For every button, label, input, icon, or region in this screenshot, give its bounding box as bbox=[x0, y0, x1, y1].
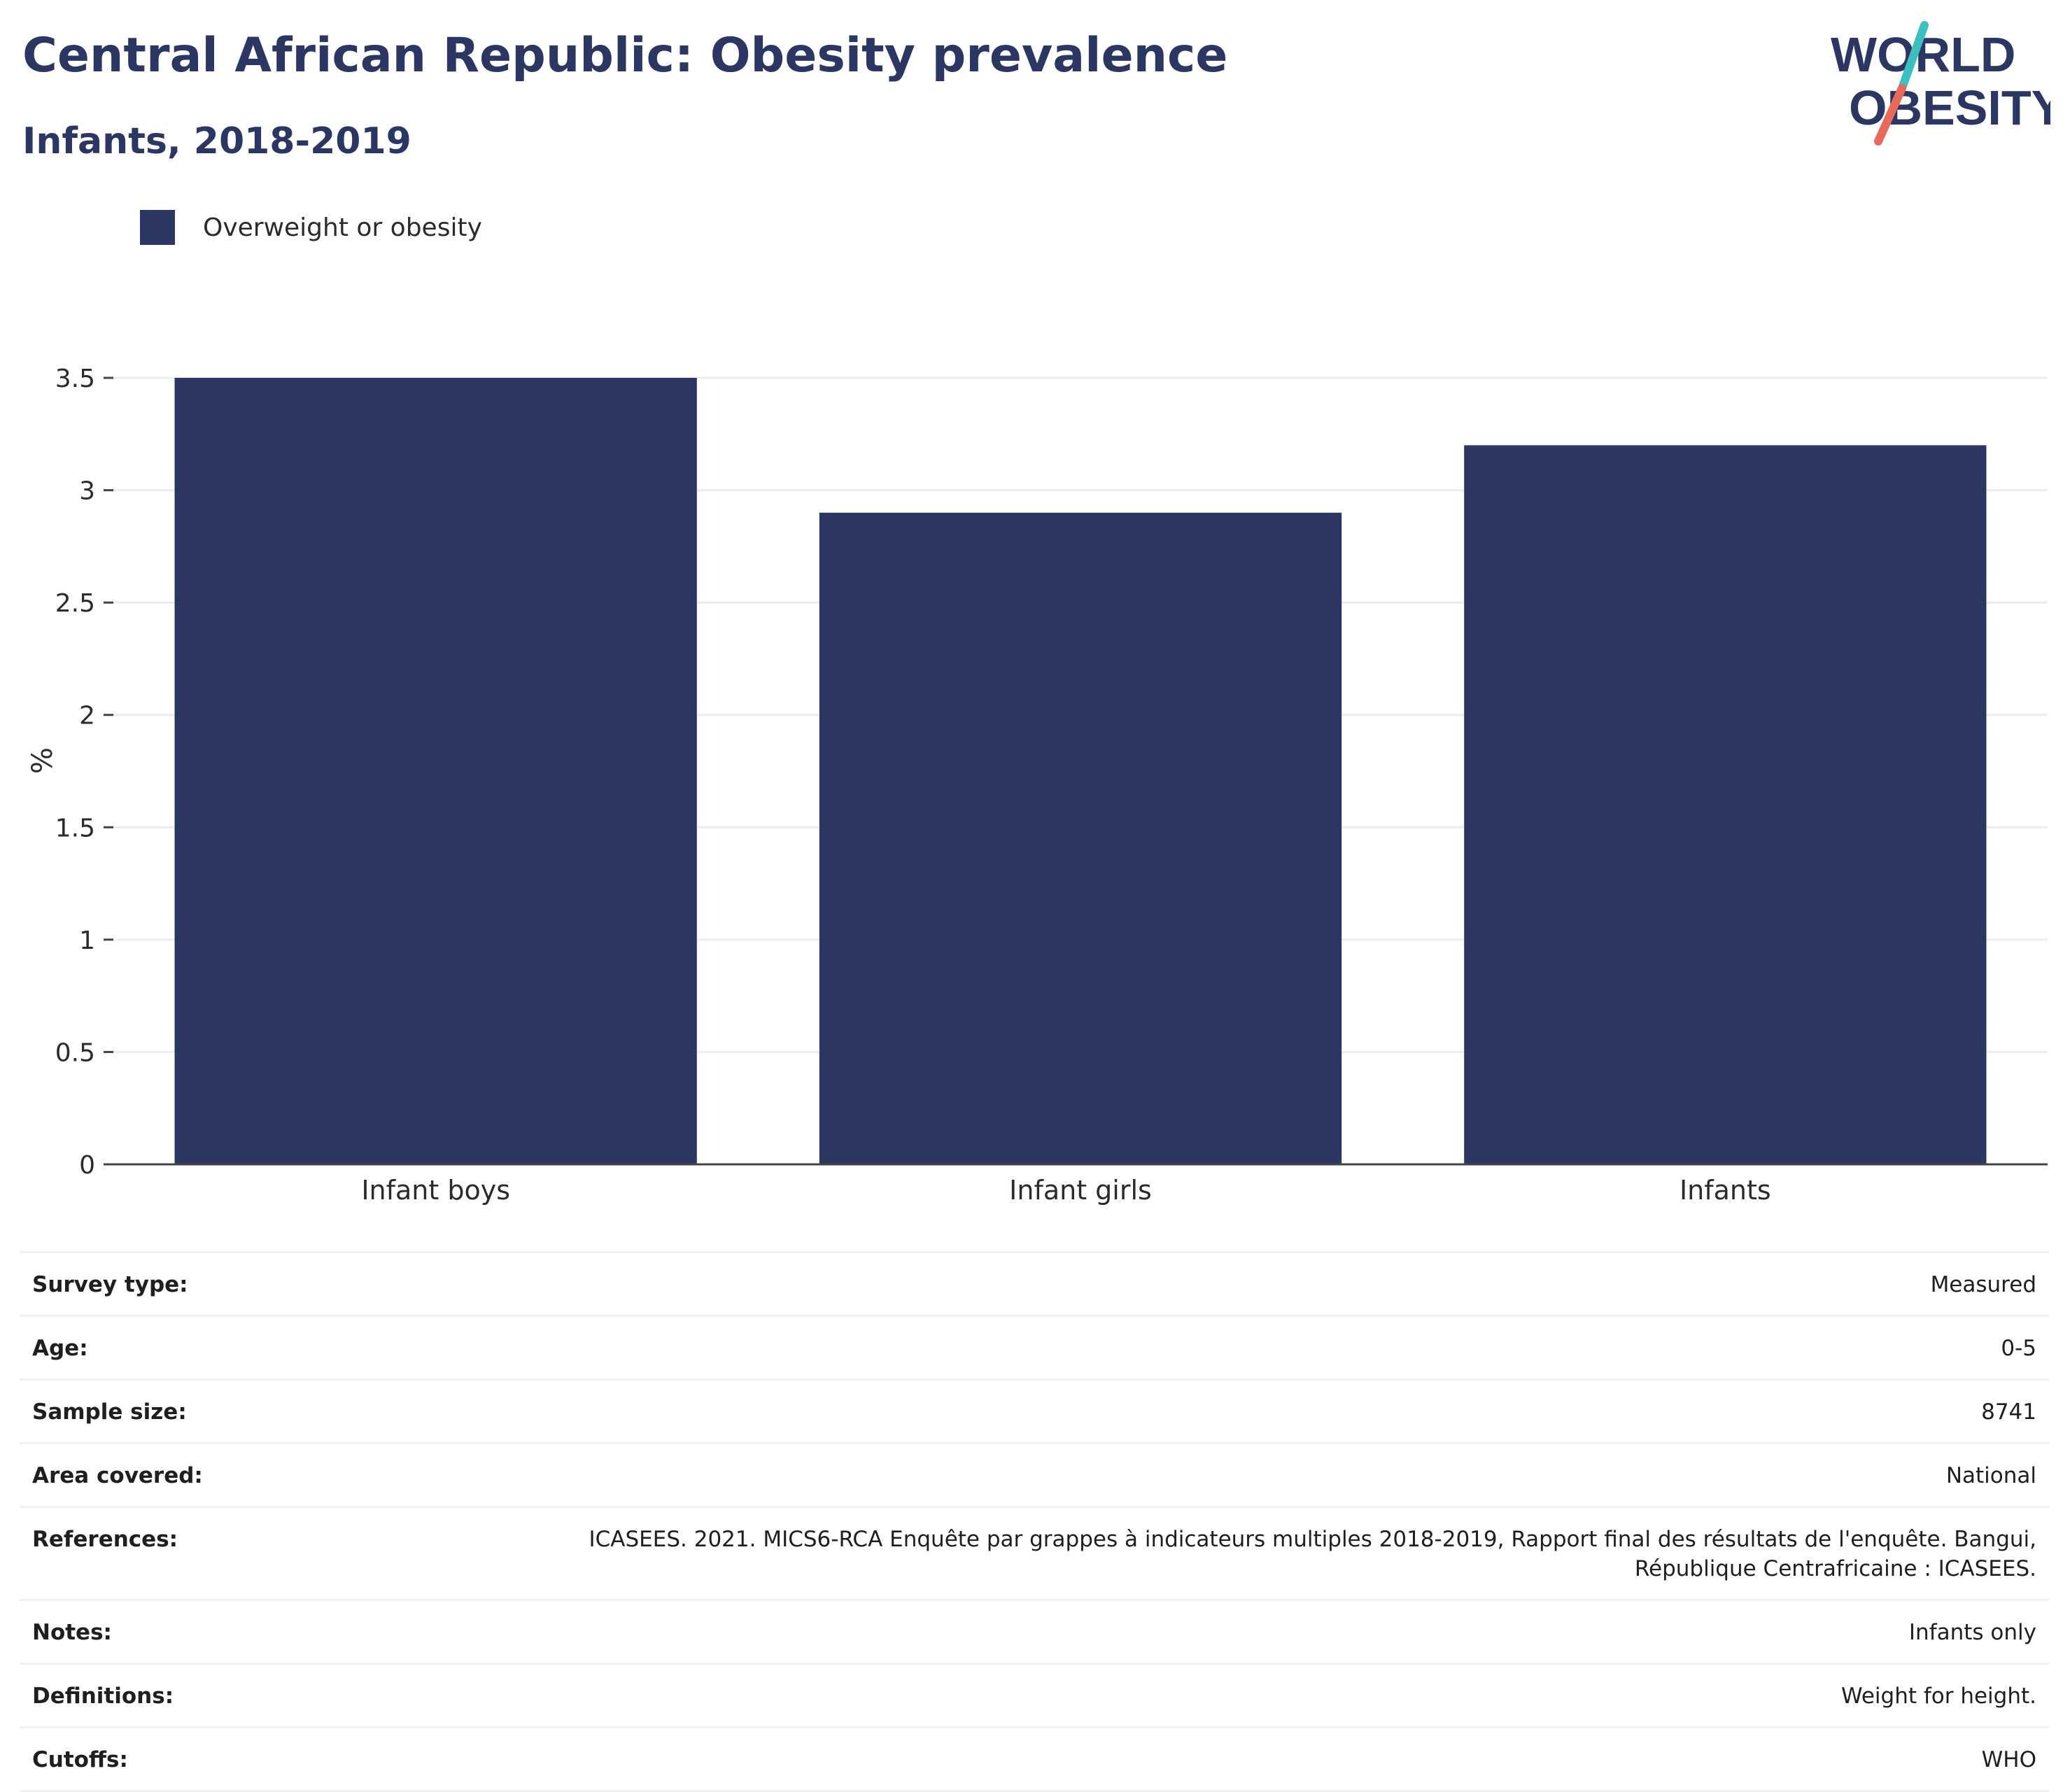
info-value: National bbox=[465, 1442, 2049, 1507]
info-label: References: bbox=[20, 1506, 465, 1600]
info-label: Survey type: bbox=[20, 1251, 465, 1316]
chart-title: Central African Republic: Obesity preval… bbox=[22, 28, 1228, 83]
info-row: Notes: Infants only bbox=[20, 1599, 2049, 1664]
info-value: 0-5 bbox=[465, 1315, 2049, 1380]
y-axis-label: % bbox=[27, 747, 59, 774]
y-tick-label: 3.5 bbox=[55, 365, 95, 393]
info-row: References: ICASEES. 2021. MICS6-RCA Enqu… bbox=[20, 1506, 2049, 1600]
info-label: Definitions: bbox=[20, 1663, 465, 1728]
bar bbox=[174, 378, 697, 1164]
y-tick-label: 2 bbox=[79, 702, 95, 731]
info-value: WHO bbox=[465, 1726, 2049, 1792]
bar bbox=[1464, 445, 1987, 1165]
info-row: Age: 0-5 bbox=[20, 1315, 2049, 1380]
x-tick-label: Infant girls bbox=[1009, 1175, 1152, 1206]
y-tick-label: 1.5 bbox=[55, 814, 95, 842]
legend[interactable]: Overweight or obesity bbox=[140, 210, 482, 245]
world-obesity-logo: WORLD OBESITY bbox=[1831, 21, 2050, 146]
info-value: Infants only bbox=[465, 1599, 2049, 1664]
chart-subtitle: Infants, 2018-2019 bbox=[22, 120, 411, 162]
info-row: Survey type: Measured bbox=[20, 1251, 2049, 1316]
x-tick-label: Infants bbox=[1680, 1175, 1771, 1206]
y-tick-label: 0 bbox=[79, 1151, 95, 1180]
bar bbox=[819, 512, 1342, 1164]
info-label: Notes: bbox=[20, 1599, 465, 1664]
info-label: Cutoffs: bbox=[20, 1726, 465, 1792]
info-label: Age: bbox=[20, 1315, 465, 1380]
y-tick-label: 0.5 bbox=[55, 1038, 95, 1067]
bar-chart: 0 0.5 1 1.5 2 2.5 3 3.5 Infant boys Infant girls I… bbox=[27, 365, 2048, 1206]
legend-swatch bbox=[140, 210, 175, 245]
logo-slash-bottom bbox=[1874, 84, 1906, 146]
info-row: Sample size: 8741 bbox=[20, 1378, 2049, 1444]
info-label: Sample size: bbox=[20, 1378, 465, 1444]
info-value: Weight for height. bbox=[465, 1663, 2049, 1728]
info-row: Definitions: Weight for height. bbox=[20, 1663, 2049, 1728]
info-value: 8741 bbox=[465, 1378, 2049, 1444]
logo-text-obesity: OBESITY bbox=[1849, 80, 2050, 135]
logo-slash-top bbox=[1898, 21, 1929, 92]
y-tick-label: 1 bbox=[79, 926, 95, 955]
info-row: Area covered: National bbox=[20, 1442, 2049, 1507]
survey-info-table: Survey type: Measured Age: 0-5 Sample size: 8… bbox=[20, 1251, 2049, 1792]
info-value: Measured bbox=[465, 1251, 2049, 1316]
info-label: Area covered: bbox=[20, 1442, 465, 1507]
info-row: Cutoffs: WHO bbox=[20, 1726, 2049, 1792]
x-tick-label: Infant boys bbox=[361, 1175, 510, 1206]
info-value: ICASEES. 2021. MICS6-RCA Enquête par gra… bbox=[465, 1506, 2049, 1600]
legend-label: Overweight or obesity bbox=[203, 213, 482, 242]
y-tick-label: 3 bbox=[79, 477, 95, 506]
y-tick-label: 2.5 bbox=[55, 589, 95, 618]
